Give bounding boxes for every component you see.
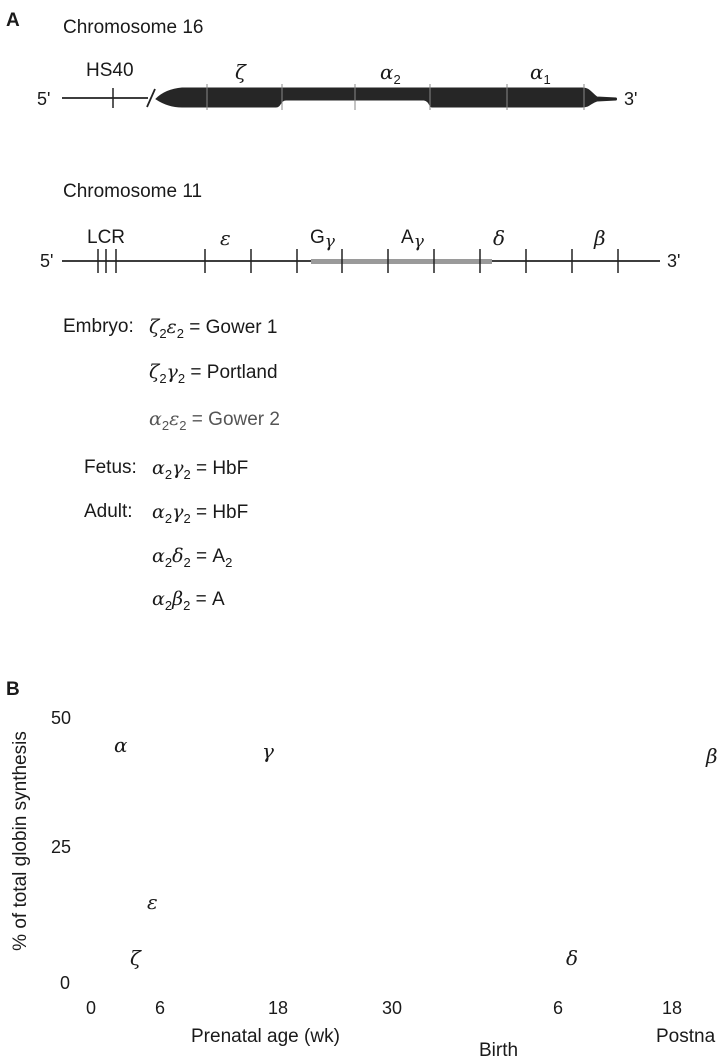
- gene-zeta-label: ζ: [235, 60, 246, 84]
- hb-a2-name-subscript: 2: [225, 554, 233, 570]
- panel-a-label: A: [6, 10, 20, 31]
- curve-label-alpha: α: [114, 733, 128, 757]
- hb-gower2-name: Gower 2: [208, 409, 280, 430]
- gene-g-gamma-label: Gγ: [310, 227, 335, 252]
- curve-label-epsilon: ε: [147, 890, 158, 914]
- hb-a2-lhs: α2δ2: [152, 545, 191, 570]
- gene-epsilon-label: ε: [220, 226, 231, 250]
- hb-fetal-hbf-equation: α2γ2 = HbF: [152, 457, 249, 482]
- y-tick-25: 25: [51, 837, 72, 857]
- hb-a-lhs: α2β2: [152, 588, 191, 613]
- x-tick-postnatal-18: 18: [662, 998, 683, 1018]
- chr11-three-prime: 3': [667, 251, 681, 271]
- x-axis-prenatal-title: Prenatal age (wk): [191, 1026, 340, 1047]
- chromosome11-map: [62, 249, 660, 273]
- chromosome11-title: Chromosome 11: [63, 181, 203, 202]
- gamma-region-band: [311, 259, 492, 264]
- gene-beta-label: β: [594, 226, 606, 250]
- stage-embryo-label: Embryo:: [63, 316, 134, 337]
- alpha-cluster-band: [155, 87, 617, 108]
- gene-delta-label: δ: [493, 226, 506, 250]
- hb-a-equation: α2β2 = A: [152, 588, 225, 613]
- chr16-three-prime: 3': [624, 89, 638, 109]
- hb-a-name: A: [211, 589, 225, 610]
- curve-label-gamma: γ: [262, 739, 274, 763]
- hb-gower1-equation: ζ2ε2 = Gower 1: [149, 316, 278, 341]
- stage-fetus-label: Fetus:: [84, 457, 137, 478]
- gene-alpha1-symbol: α: [530, 60, 544, 84]
- gene-alpha1-label: α1: [530, 60, 551, 87]
- x-axis-birth-label: Birth: [479, 1040, 519, 1061]
- x-tick-0: 0: [86, 998, 97, 1018]
- hb-gower2-equation: α2ε2 = Gower 2: [149, 408, 280, 433]
- curve-label-zeta: ζ: [130, 946, 141, 970]
- hb-adult-hbf-equation: α2γ2 = HbF: [152, 501, 249, 526]
- hb-gower1-lhs: ζ2ε2: [149, 316, 184, 341]
- hb-portland-name: Portland: [206, 362, 278, 383]
- hb-fetal-hbf-name: HbF: [212, 458, 249, 479]
- hb-adult-hbf-name: HbF: [212, 502, 249, 523]
- x-tick-18: 18: [268, 998, 289, 1018]
- chromosome16-map: [62, 84, 617, 110]
- gene-alpha2-symbol: α: [380, 60, 394, 84]
- stage-adult-label: Adult:: [84, 501, 133, 522]
- hb-a2-equation: α2δ2 = A2: [152, 545, 233, 570]
- hb-fetal-hbf-lhs: α2γ2: [152, 457, 191, 482]
- chromosome16-title: Chromosome 16: [63, 17, 204, 38]
- chr16-break-mark: [146, 88, 156, 108]
- y-tick-50: 50: [51, 708, 72, 728]
- hb-gower1-name: Gower 1: [205, 317, 278, 338]
- hb-portland-equation: ζ2γ2 = Portland: [149, 361, 278, 386]
- curve-label-beta: β: [706, 744, 718, 768]
- gene-alpha2-label: α2: [380, 60, 401, 87]
- chr11-five-prime: 5': [40, 251, 54, 271]
- x-tick-6: 6: [155, 998, 166, 1018]
- panel-b-label: B: [6, 679, 20, 700]
- hb-portland-lhs: ζ2γ2: [149, 361, 186, 386]
- y-axis-title: % of total globin synthesis: [10, 731, 31, 951]
- hb-a2-name: A: [212, 546, 226, 567]
- y-tick-0: 0: [60, 973, 71, 993]
- x-axis-postnatal-title: Postna: [656, 1026, 716, 1047]
- curve-label-delta: δ: [566, 946, 579, 970]
- hs40-label: HS40: [86, 60, 134, 81]
- gene-a-gamma-label: Aγ: [401, 227, 424, 252]
- chr16-five-prime: 5': [37, 89, 51, 109]
- hb-gower2-lhs: α2ε2: [149, 408, 187, 433]
- hb-adult-hbf-lhs: α2γ2: [152, 501, 191, 526]
- x-tick-postnatal-6: 6: [553, 998, 564, 1018]
- x-tick-30: 30: [382, 998, 403, 1018]
- lcr-label: LCR: [87, 227, 126, 248]
